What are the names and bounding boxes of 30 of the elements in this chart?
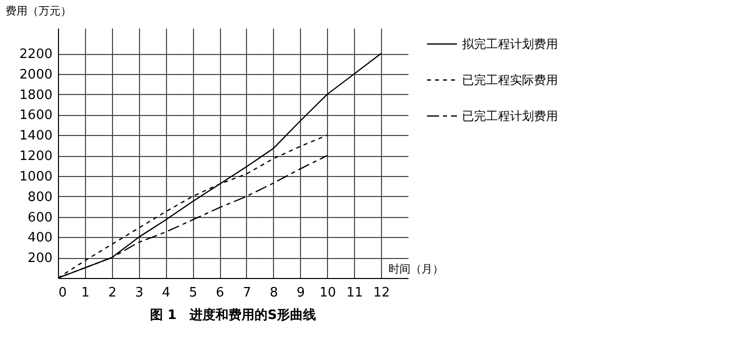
x-tick-label: 0	[58, 286, 67, 300]
x-tick-label: 12	[373, 286, 390, 300]
text: 图 1 进度和费用的S形曲线	[150, 307, 316, 323]
x-tick-label: 3	[135, 286, 144, 300]
x-tick-label: 7	[242, 286, 252, 300]
x-tick-label: 10	[319, 286, 336, 300]
y-tick-label: 800	[28, 190, 52, 205]
x-tick-label: 9	[296, 286, 305, 300]
x-tick-label: 1	[81, 286, 90, 300]
y-axis-title: 费用（万元）	[6, 4, 72, 18]
y-tick-label: 200	[28, 251, 52, 266]
y-tick-label: 2200	[19, 47, 52, 62]
legend-label: 已完工程计划费用	[462, 109, 558, 123]
x-tick-label: 11	[346, 286, 363, 300]
x-axis-title: 时间（月）	[388, 262, 444, 276]
legend-label: 拟完工程计划费用	[462, 37, 558, 51]
x-tick-label: 5	[188, 286, 198, 300]
y-tick-label: 1800	[19, 88, 52, 103]
x-tick-label: 6	[216, 286, 224, 300]
legend-label: 已完工程实际费用	[462, 73, 558, 87]
y-tick-label: 1400	[19, 128, 52, 144]
x-tick-label: 2	[108, 286, 116, 300]
y-tick-label: 600	[28, 210, 52, 226]
x-tick-label: 4	[162, 286, 170, 300]
x-tick-label: 8	[270, 286, 278, 300]
y-tick-label: 400	[28, 230, 52, 246]
y-tick-label: 1200	[19, 149, 52, 164]
y-tick-label: 2000	[19, 67, 52, 82]
y-tick-label: 1000	[19, 169, 52, 184]
y-tick-label: 1600	[19, 108, 52, 124]
